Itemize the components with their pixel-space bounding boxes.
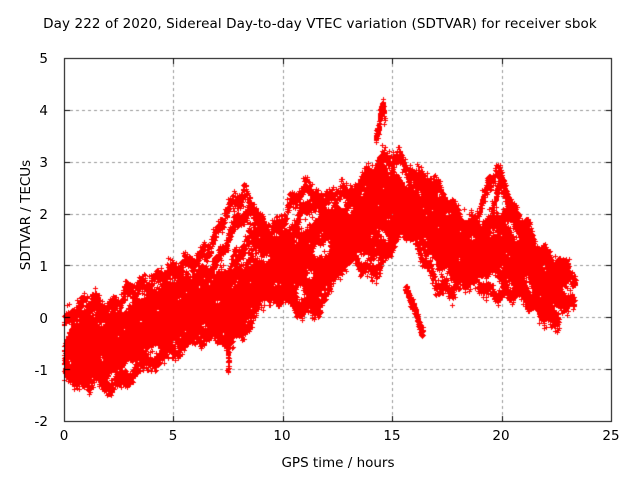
y-tick-neg2: -2 <box>34 414 48 430</box>
y-tick-3: 3 <box>39 155 48 171</box>
y-tick-neg1: -1 <box>34 363 48 379</box>
y-tick-1: 1 <box>39 259 48 275</box>
x-tick-5: 5 <box>168 428 178 444</box>
x-tick-15: 15 <box>383 428 401 444</box>
y-tick-4: 4 <box>39 103 48 119</box>
y-tick-2: 2 <box>39 207 48 223</box>
x-axis-label: GPS time / hours <box>281 455 395 471</box>
x-tick-20: 20 <box>492 428 510 444</box>
x-tick-10: 10 <box>273 428 291 444</box>
y-tick-5: 5 <box>39 51 48 67</box>
x-tick-25: 25 <box>602 428 620 444</box>
x-tick-0: 0 <box>59 428 69 444</box>
y-tick-0: 0 <box>39 311 48 327</box>
